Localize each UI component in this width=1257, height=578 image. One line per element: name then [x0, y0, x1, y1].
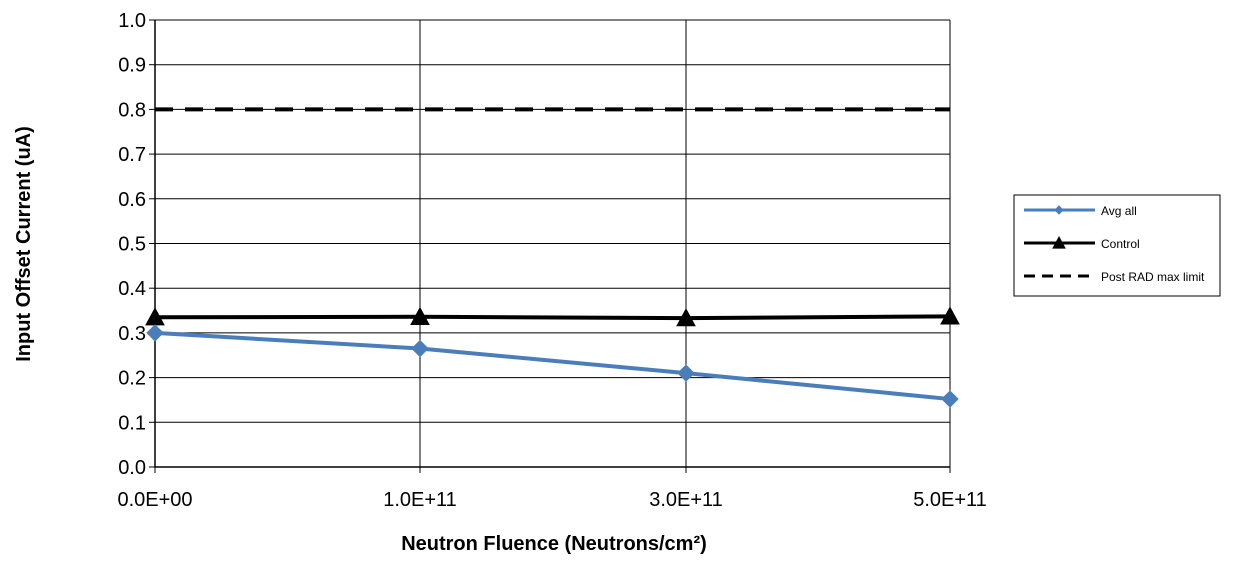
- data-point-avg: [411, 339, 429, 358]
- legend-label: Control: [1101, 237, 1140, 251]
- series-line-1: [154, 314, 951, 321]
- legend-swatch-marker: [1054, 205, 1064, 215]
- data-point-avg: [941, 390, 959, 408]
- data-point-avg: [677, 364, 695, 382]
- y-tick-label: 0.0: [118, 457, 146, 479]
- y-tick-label: 1.0: [118, 10, 146, 32]
- series-line-0: [154, 330, 951, 402]
- legend: Avg all Control Post RAD max limit: [1013, 194, 1221, 297]
- legend-label: Post RAD max limit: [1101, 270, 1205, 284]
- x-tick-label: 3.0E+11: [649, 489, 723, 511]
- legend-swatch-marker: [1052, 235, 1066, 249]
- x-tick-label: 0.0E+00: [117, 489, 192, 511]
- y-tick-label: 0.1: [118, 412, 146, 434]
- y-tick-label: 0.2: [118, 368, 146, 390]
- data-point-control: [410, 306, 430, 325]
- tick-layer: 0.0 0.1 0.2 0.3 0.4 0.5 0.6 0.7 0.8 0.9 1.0 0.0E+00…: [117, 10, 986, 511]
- y-tick-label: 0.6: [118, 189, 146, 211]
- y-tick-label: 0.5: [118, 234, 146, 256]
- legend-frame: [1013, 194, 1221, 297]
- data-point-control: [676, 308, 696, 327]
- y-axis-title: Input Offset Current (uA): [13, 126, 35, 362]
- x-tick-label: 1.0E+11: [383, 489, 457, 511]
- y-tick-label: 0.9: [118, 55, 146, 77]
- x-tick-label: 5.0E+11: [913, 489, 987, 511]
- y-tick-label: 0.3: [118, 323, 146, 345]
- y-tick-label: 0.7: [118, 144, 146, 166]
- data-point-control: [940, 306, 960, 325]
- x-axis-title: Neutron Fluence (Neutrons/cm²): [401, 533, 707, 555]
- legend-items: Avg all Control Post RAD max limit: [1024, 204, 1205, 284]
- grid-layer: [149, 19, 951, 473]
- series-layer: [145, 107, 960, 408]
- data-point-avg: [146, 324, 164, 342]
- y-tick-label: 0.4: [118, 278, 146, 300]
- legend-label: Avg all: [1101, 204, 1137, 218]
- y-tick-label: 0.8: [118, 99, 146, 121]
